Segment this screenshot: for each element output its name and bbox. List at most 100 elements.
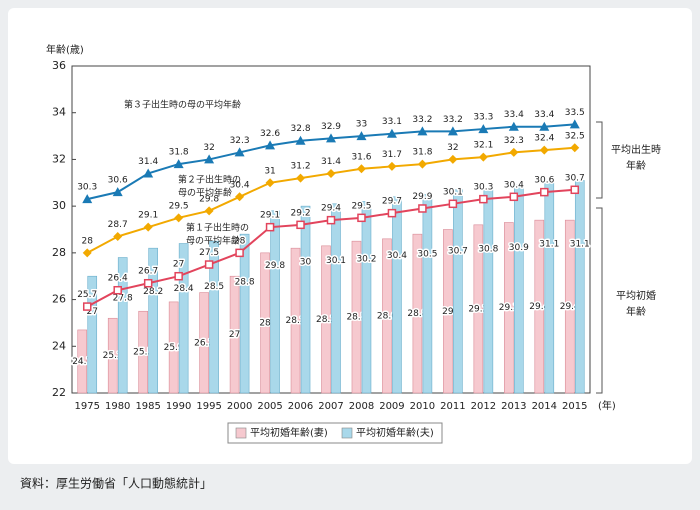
value-label: 27 <box>173 260 184 270</box>
value-label: 30.4 <box>387 251 407 261</box>
x-tick-label: 2005 <box>257 401 282 412</box>
value-label: 31.8 <box>169 148 189 158</box>
bar <box>87 275 98 394</box>
x-tick-label: 1985 <box>135 401 160 412</box>
bar <box>564 219 575 394</box>
y-tick-label: 32 <box>52 152 66 165</box>
value-label: 28.2 <box>143 287 163 297</box>
value-label: 29.1 <box>260 211 280 221</box>
series-annotation: 第３子出生時の母の平均年齢 <box>124 99 241 111</box>
bar <box>209 240 219 394</box>
series-annotation: 第１子出生時の <box>186 222 249 234</box>
marker <box>143 278 153 288</box>
marker <box>204 260 214 269</box>
legend-label: 平均初婚年齢(妻) <box>250 426 328 439</box>
value-label: 33.2 <box>412 115 432 125</box>
x-tick-label: 2012 <box>471 401 496 412</box>
bar <box>239 233 250 394</box>
value-label: 29.8 <box>265 261 285 271</box>
y-tick-label: 36 <box>52 59 66 72</box>
value-label: 33 <box>356 120 367 130</box>
marker <box>479 194 488 204</box>
marker <box>569 119 580 129</box>
bar <box>168 301 179 394</box>
value-label: 30.8 <box>478 245 498 255</box>
value-label: 28.4 <box>174 284 194 294</box>
bracket <box>596 121 603 199</box>
value-label: 26.7 <box>138 267 158 277</box>
value-label: 26.4 <box>108 274 128 284</box>
value-label: 33.4 <box>504 110 524 120</box>
value-label: 30.6 <box>108 176 128 186</box>
marker <box>418 204 427 213</box>
bar <box>443 229 453 394</box>
value-label: 27.8 <box>113 294 133 304</box>
bar <box>270 210 280 394</box>
marker <box>143 168 154 178</box>
x-tick-label: 2009 <box>379 401 404 412</box>
marker <box>174 213 184 223</box>
marker <box>113 232 123 242</box>
bar <box>331 203 341 394</box>
bar <box>422 194 433 394</box>
value-label: 32.3 <box>230 136 250 146</box>
value-label: 28 <box>82 236 94 246</box>
value-label: 30.2 <box>356 254 376 264</box>
value-label: 32.6 <box>260 129 280 139</box>
marker <box>112 187 123 197</box>
x-tick-label: 2008 <box>349 401 374 412</box>
y-tick-label: 34 <box>52 106 66 119</box>
bar <box>361 201 372 394</box>
marker <box>82 302 92 311</box>
value-label: 30.6 <box>534 176 554 186</box>
marker <box>417 126 428 136</box>
marker <box>143 222 153 232</box>
value-label: 29.1 <box>138 211 158 221</box>
value-label: 31.2 <box>291 162 311 172</box>
bar <box>77 329 88 394</box>
series-annotation: 母の平均年齢 <box>186 235 240 247</box>
bar <box>148 247 158 394</box>
value-label: 30.5 <box>417 250 437 260</box>
marker <box>265 140 276 150</box>
x-tick-label: 2010 <box>410 401 435 412</box>
x-tick-label: 2015 <box>562 401 587 412</box>
bar <box>392 196 402 394</box>
value-label: 32 <box>203 143 214 153</box>
value-label: 33.3 <box>473 113 493 123</box>
marker <box>448 199 458 209</box>
marker <box>326 168 336 178</box>
value-label: 28.8 <box>235 277 255 287</box>
value-label: 33.5 <box>565 108 585 118</box>
marker <box>387 161 397 171</box>
value-label: 30.9 <box>509 243 529 253</box>
bar <box>574 180 585 394</box>
value-label: 29.5 <box>351 201 371 211</box>
bar <box>178 243 189 394</box>
value-label: 29.4 <box>321 204 341 214</box>
marker <box>509 192 519 202</box>
panel <box>8 8 692 464</box>
value-label: 32.3 <box>504 136 524 146</box>
y-tick-label: 30 <box>52 199 66 212</box>
bar <box>229 275 240 394</box>
marker <box>478 152 488 162</box>
x-tick-label: 1980 <box>105 401 130 412</box>
marker <box>113 285 122 295</box>
marker <box>265 222 275 232</box>
marker <box>82 194 93 204</box>
bar <box>514 184 524 394</box>
value-label: 27 <box>229 330 240 340</box>
bracket <box>596 207 603 394</box>
x-tick-label: 2013 <box>501 401 526 412</box>
value-label: 30.3 <box>473 183 493 193</box>
value-label: 30.1 <box>326 256 346 266</box>
value-label: 31 <box>264 166 275 176</box>
value-label: 28 <box>259 318 271 328</box>
bracket-label: 年齢 <box>626 159 646 172</box>
x-tick-label: 2000 <box>227 401 252 412</box>
bar <box>107 317 118 394</box>
series-annotation: 第２子出生時の <box>178 174 241 186</box>
